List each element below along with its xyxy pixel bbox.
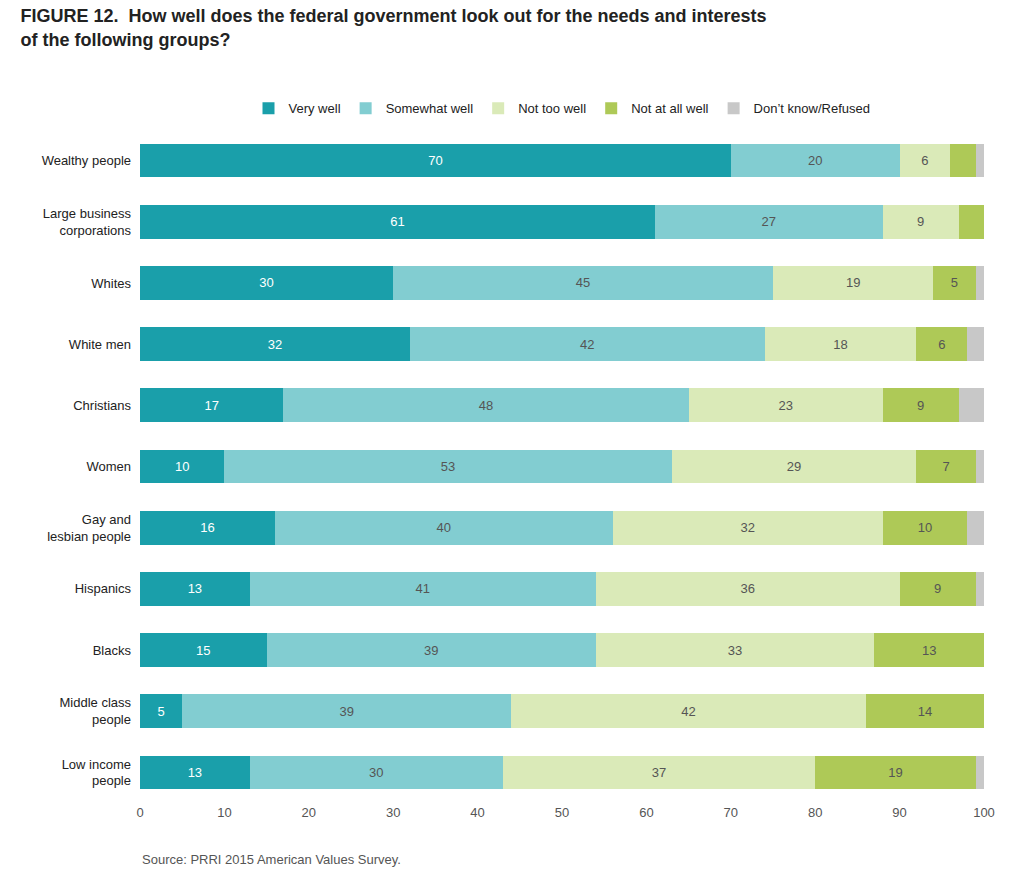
svg-text:29: 29 xyxy=(787,459,801,474)
svg-text:61: 61 xyxy=(390,214,404,229)
svg-text:41: 41 xyxy=(416,581,430,596)
svg-text:Christians: Christians xyxy=(73,398,131,413)
svg-text:13: 13 xyxy=(922,643,936,658)
svg-text:Women: Women xyxy=(86,459,131,474)
svg-text:White men: White men xyxy=(69,337,131,352)
svg-text:60: 60 xyxy=(639,805,653,820)
svg-text:80: 80 xyxy=(808,805,822,820)
svg-text:30: 30 xyxy=(369,765,383,780)
svg-text:10: 10 xyxy=(175,459,189,474)
svg-text:45: 45 xyxy=(576,275,590,290)
svg-text:40: 40 xyxy=(437,520,451,535)
svg-text:7: 7 xyxy=(942,459,949,474)
svg-text:39: 39 xyxy=(340,704,354,719)
svg-text:15: 15 xyxy=(196,643,210,658)
svg-text:0: 0 xyxy=(136,805,143,820)
svg-text:32: 32 xyxy=(268,337,282,352)
svg-text:32: 32 xyxy=(740,520,754,535)
svg-text:6: 6 xyxy=(938,337,945,352)
svg-text:20: 20 xyxy=(302,805,316,820)
svg-text:42: 42 xyxy=(681,704,695,719)
svg-text:FIGURE 12. How well does the: FIGURE 12. How well does the federal gov… xyxy=(20,6,766,49)
svg-text:40: 40 xyxy=(470,805,484,820)
svg-text:20: 20 xyxy=(808,153,822,168)
svg-text:14: 14 xyxy=(918,704,932,719)
svg-text:37: 37 xyxy=(652,765,666,780)
svg-text:70: 70 xyxy=(428,153,442,168)
svg-text:Gay andlesbian people: Gay andlesbian people xyxy=(47,512,131,544)
svg-text:5: 5 xyxy=(951,275,958,290)
svg-text:Whites: Whites xyxy=(91,276,131,291)
svg-text:Blacks: Blacks xyxy=(93,643,132,658)
svg-text:10: 10 xyxy=(217,805,231,820)
svg-text:33: 33 xyxy=(728,643,742,658)
svg-text:27: 27 xyxy=(762,214,776,229)
svg-text:39: 39 xyxy=(424,643,438,658)
svg-text:90: 90 xyxy=(892,805,906,820)
svg-text:16: 16 xyxy=(200,520,214,535)
svg-text:Very well: Very well xyxy=(289,101,341,116)
svg-text:Somewhat well: Somewhat well xyxy=(386,101,474,116)
svg-text:17: 17 xyxy=(205,398,219,413)
svg-text:Middle classpeople: Middle classpeople xyxy=(59,695,131,727)
svg-text:50: 50 xyxy=(555,805,569,820)
svg-text:100: 100 xyxy=(973,805,995,820)
svg-text:19: 19 xyxy=(846,275,860,290)
svg-text:Hispanics: Hispanics xyxy=(75,581,132,596)
svg-text:13: 13 xyxy=(188,765,202,780)
svg-text:19: 19 xyxy=(888,765,902,780)
svg-text:9: 9 xyxy=(934,581,941,596)
svg-text:Wealthy people: Wealthy people xyxy=(42,153,131,168)
svg-text:36: 36 xyxy=(740,581,754,596)
svg-text:18: 18 xyxy=(833,337,847,352)
svg-text:53: 53 xyxy=(441,459,455,474)
svg-text:Don’t know/Refused: Don’t know/Refused xyxy=(754,101,870,116)
svg-text:48: 48 xyxy=(479,398,493,413)
svg-text:10: 10 xyxy=(918,520,932,535)
svg-text:Low incomepeople: Low incomepeople xyxy=(62,757,131,789)
svg-text:Not too well: Not too well xyxy=(518,101,586,116)
svg-text:9: 9 xyxy=(917,214,924,229)
svg-text:Large businesscorporations: Large businesscorporations xyxy=(43,206,132,238)
svg-text:13: 13 xyxy=(188,581,202,596)
svg-text:42: 42 xyxy=(580,337,594,352)
svg-text:Not at all well: Not at all well xyxy=(631,101,708,116)
svg-text:23: 23 xyxy=(778,398,792,413)
svg-text:Source: PRRI 2015 American Val: Source: PRRI 2015 American Values Survey… xyxy=(142,852,401,867)
svg-text:6: 6 xyxy=(921,153,928,168)
svg-text:30: 30 xyxy=(386,805,400,820)
svg-text:30: 30 xyxy=(259,275,273,290)
svg-text:70: 70 xyxy=(724,805,738,820)
svg-text:5: 5 xyxy=(157,704,164,719)
svg-text:9: 9 xyxy=(917,398,924,413)
